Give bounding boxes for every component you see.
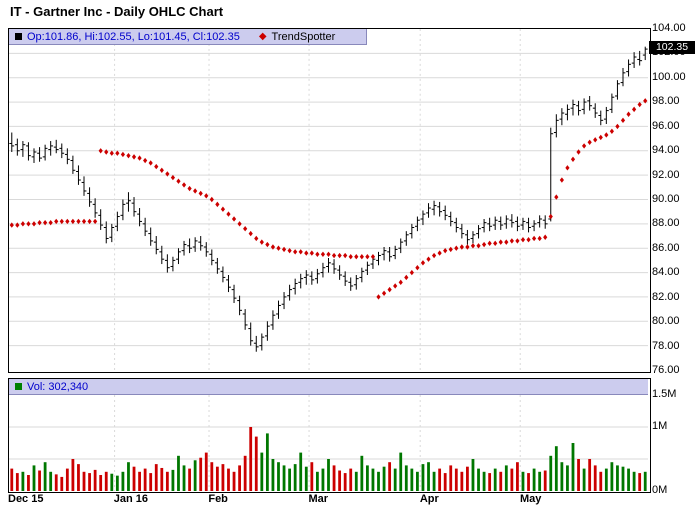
ohlc-series-swatch-icon [15,33,22,40]
x-axis-label: Apr [419,493,439,505]
volume-series-swatch-icon [15,383,22,390]
trendspotter-label: TrendSpotter [271,30,336,43]
price-axis-label: 100.00 [652,70,686,83]
x-axis-label: Dec 15 [8,493,44,505]
price-axis-label: 78.00 [652,339,680,352]
x-axis-label: May [520,493,542,505]
price-axis-label: 98.00 [652,95,680,108]
volume-chart-plot[interactable] [9,395,648,491]
price-axis-label: 104.00 [652,22,686,34]
price-axis-label: 82.00 [652,290,680,303]
volume-axis-label: 1.5M [652,388,677,400]
price-axis-label: 94.00 [652,144,680,157]
x-axis-label: Feb [208,493,228,505]
ohlc-values-text: Op:101.86, Hi:102.55, Lo:101.45, Cl:102.… [27,30,240,43]
x-axis-label: Jan 16 [113,493,148,505]
volume-axis-label: 0M [652,484,668,496]
x-axis: Dec 15 Jan 16 Feb Mar Apr May [8,493,668,509]
volume-axis-label: 1M [652,420,668,432]
volume-panel: Vol: 302,340 [8,378,651,493]
price-axis-label: 86.00 [652,241,680,254]
price-axis-label: 92.00 [652,168,680,181]
last-price-label: 102.35 [649,41,695,55]
chart-title: IT - Gartner Inc - Daily OHLC Chart [10,4,224,19]
price-axis-label: 88.00 [652,217,680,230]
price-chart-plot[interactable] [9,29,648,370]
price-axis-label: 90.00 [652,193,680,205]
volume-axis: 1.5M 1M 0M [652,388,700,496]
trendspotter-diamond-icon: ◆ [258,30,267,42]
x-axis-label: Mar [308,493,329,505]
price-axis: 104.00102.00100.0098.0096.0094.0092.0090… [652,22,700,376]
volume-value-text: Vol: 302,340 [27,380,89,393]
price-axis-label: 80.00 [652,315,680,328]
price-panel: Op:101.86, Hi:102.55, Lo:101.45, Cl:102.… [8,28,651,373]
price-axis-label: 84.00 [652,266,680,279]
price-legend: Op:101.86, Hi:102.55, Lo:101.45, Cl:102.… [9,29,367,45]
price-axis-label: 96.00 [652,119,680,132]
price-axis-label: 76.00 [652,364,680,376]
volume-legend: Vol: 302,340 [9,379,648,395]
